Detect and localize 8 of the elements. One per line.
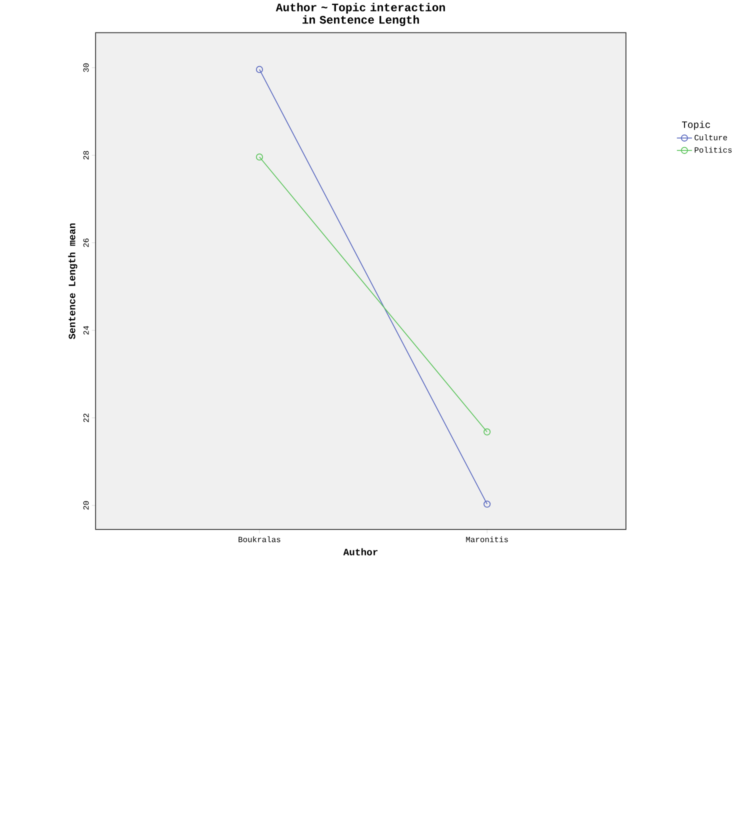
chart-title: Author ~ Topic interaction in Sentence Length bbox=[276, 2, 446, 26]
point bbox=[484, 428, 491, 436]
x-axis-title: Author bbox=[343, 548, 378, 556]
legend-title: Topic bbox=[682, 120, 710, 130]
point bbox=[256, 153, 264, 161]
y-axis-title: Sentence Length mean bbox=[68, 223, 78, 340]
point bbox=[484, 500, 491, 508]
point bbox=[256, 66, 264, 73]
